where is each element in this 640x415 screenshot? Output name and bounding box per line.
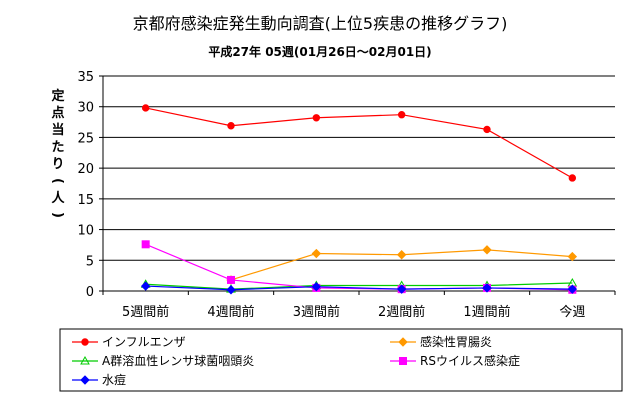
grid	[99, 75, 615, 292]
x-tick-label: 1週間前	[463, 304, 510, 320]
legend-label: 水痘	[102, 372, 126, 387]
data-point	[482, 283, 492, 293]
data-point	[227, 275, 235, 284]
series-line	[145, 107, 573, 179]
data-point	[568, 174, 577, 182]
y-tick-label: 15	[77, 193, 94, 208]
y-tick-label: 30	[77, 101, 94, 116]
data-point	[312, 114, 321, 122]
axes	[102, 76, 616, 295]
data-point	[141, 104, 150, 112]
legend-swatch-marker	[398, 337, 408, 347]
y-tick-label: 35	[77, 70, 94, 85]
data-point	[396, 284, 407, 294]
y-tick-label: 10	[77, 224, 94, 239]
data-point	[396, 250, 407, 260]
data-point	[227, 122, 235, 130]
legend-item: RSウイルス感染症	[390, 353, 520, 368]
y-axis-label-glyph: 当	[51, 122, 64, 138]
y-tick-label: 5	[86, 254, 94, 269]
series-group	[140, 104, 578, 295]
y-axis-label-glyph: 点	[51, 105, 64, 121]
legend-swatch-marker	[80, 355, 90, 365]
legend-item: 水痘	[72, 372, 126, 387]
data-point	[397, 111, 406, 119]
y-axis-label-glyph: (	[50, 178, 65, 184]
data-point	[567, 284, 578, 294]
x-tick-label: 2週間前	[378, 304, 425, 320]
data-point	[226, 285, 236, 295]
plot-area	[103, 76, 615, 291]
series-line	[145, 285, 573, 291]
data-point	[482, 245, 492, 255]
legend-label: 感染性胃腸炎	[420, 334, 492, 349]
y-tick-labels: 0 5 10 15 20 25 30 35	[77, 70, 94, 300]
data-point	[567, 251, 578, 262]
legend-label: インフルエンザ	[102, 335, 186, 349]
series-4	[140, 281, 578, 295]
y-tick-label: 20	[77, 162, 94, 177]
legend-item: A群溶血性レンサ球菌咽頭炎	[72, 353, 254, 368]
chart-subtitle: 平成27年 05週(01月26日～02月01日)	[208, 44, 431, 59]
y-axis-label-glyph: 人	[51, 190, 65, 206]
data-point	[311, 281, 322, 292]
legend-swatch-marker	[81, 338, 89, 346]
y-tick-label: 0	[86, 285, 94, 300]
data-point	[311, 248, 322, 259]
x-tick-label: 今週	[559, 304, 585, 320]
legend-swatch-marker	[399, 357, 407, 365]
legend-label: A群溶血性レンサ球菌咽頭炎	[102, 353, 254, 368]
legend-box	[59, 328, 623, 392]
legend-item: 感染性胃腸炎	[390, 334, 492, 349]
series-0	[141, 104, 577, 182]
legend-swatch-marker	[80, 375, 90, 385]
data-point	[483, 125, 491, 134]
y-axis-label-glyph: り	[51, 157, 64, 172]
legend-item: インフルエンザ	[72, 335, 186, 349]
y-axis-label-glyph: )	[50, 212, 65, 218]
series-line	[145, 282, 573, 290]
legend-label: RSウイルス感染症	[420, 353, 520, 368]
x-tick-label: 3週間前	[293, 304, 340, 320]
y-axis-label-glyph: 定	[50, 88, 64, 104]
data-point	[140, 281, 151, 291]
y-tick-label: 25	[77, 131, 94, 146]
chart-title: 京都府感染症発生動向調査(上位5疾患の推移グラフ)	[133, 14, 508, 33]
x-tick-label: 4週間前	[207, 304, 254, 320]
data-point	[141, 240, 150, 249]
x-tick-labels: 5週間前 4週間前 3週間前 2週間前 1週間前 今週	[122, 304, 585, 320]
x-tick-label: 5週間前	[122, 304, 169, 320]
y-axis-label-glyph: た	[51, 140, 64, 155]
